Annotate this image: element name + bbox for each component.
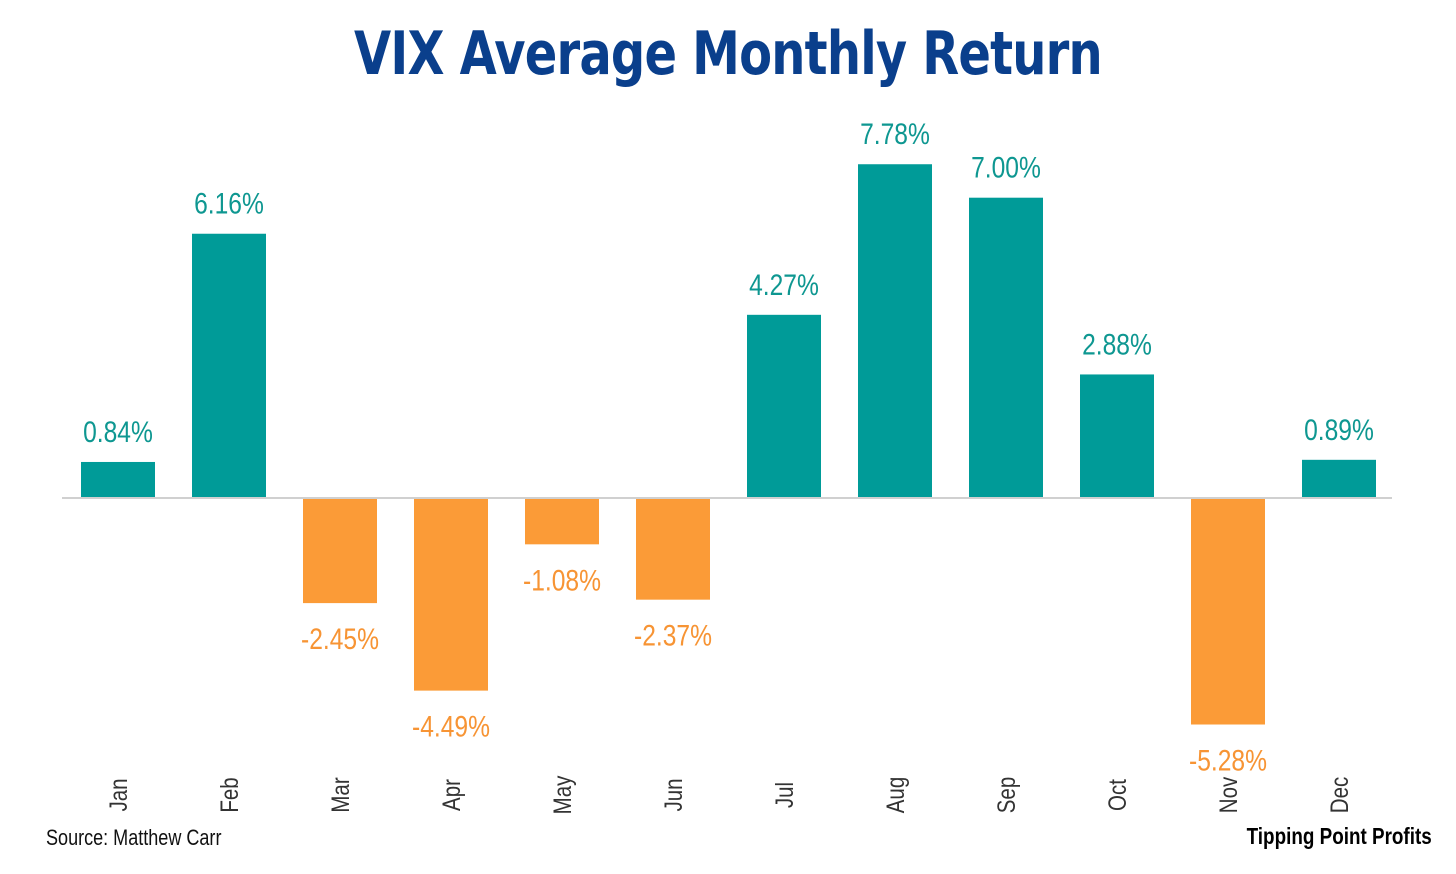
- data-labels-layer: 0.84% 6.16% -2.45% -4.49% -1.08% -2.37% 4.27% 7…: [83, 117, 1374, 777]
- x-tick-label-feb: Feb: [215, 777, 243, 812]
- brand-credit: Tipping Point Profits: [1246, 823, 1432, 849]
- bar-jul: [747, 314, 821, 498]
- bar-jan: [81, 461, 155, 498]
- bar-sep: [969, 197, 1043, 498]
- source-credit: Source: Matthew Carr: [46, 825, 222, 850]
- data-label-aug: 7.78%: [860, 117, 930, 151]
- data-label-sep: 7.00%: [971, 150, 1041, 184]
- bar-nov: [1191, 498, 1265, 725]
- bar-dec: [1302, 459, 1376, 498]
- bars-layer: [81, 164, 1376, 725]
- bar-mar: [303, 498, 377, 604]
- data-label-mar: -2.45%: [301, 622, 379, 656]
- x-tick-label-may: May: [548, 775, 576, 814]
- data-label-feb: 6.16%: [194, 186, 264, 220]
- data-label-dec: 0.89%: [1304, 412, 1374, 446]
- x-tick-label-apr: Apr: [437, 779, 465, 811]
- x-tick-label-jan: Jan: [104, 778, 132, 811]
- bar-aug: [858, 164, 932, 498]
- x-tick-label-nov: Nov: [1214, 776, 1242, 813]
- x-tick-label-sep: Sep: [992, 777, 1020, 813]
- bar-may: [525, 498, 599, 545]
- data-label-jul: 4.27%: [749, 267, 819, 301]
- x-tick-label-jul: Jul: [770, 782, 798, 808]
- x-tick-labels-layer: Jan Feb Mar Apr May Jun Jul Aug Sep Oct Nov Dec: [104, 775, 1353, 814]
- bar-jun: [636, 498, 710, 600]
- bar-apr: [414, 498, 488, 691]
- x-tick-label-jun: Jun: [659, 778, 687, 811]
- data-label-oct: 2.88%: [1082, 327, 1152, 361]
- data-label-nov: -5.28%: [1189, 743, 1267, 777]
- chart-title: VIX Average Monthly Return: [354, 19, 1103, 89]
- data-label-jun: -2.37%: [634, 618, 712, 652]
- data-label-may: -1.08%: [523, 563, 601, 597]
- x-tick-label-dec: Dec: [1325, 777, 1353, 813]
- bar-oct: [1080, 374, 1154, 498]
- x-tick-label-mar: Mar: [326, 777, 354, 813]
- bar-feb: [192, 233, 266, 498]
- data-label-jan: 0.84%: [83, 415, 153, 449]
- x-tick-label-aug: Aug: [881, 777, 909, 813]
- x-tick-label-oct: Oct: [1103, 778, 1131, 810]
- data-label-apr: -4.49%: [412, 709, 490, 743]
